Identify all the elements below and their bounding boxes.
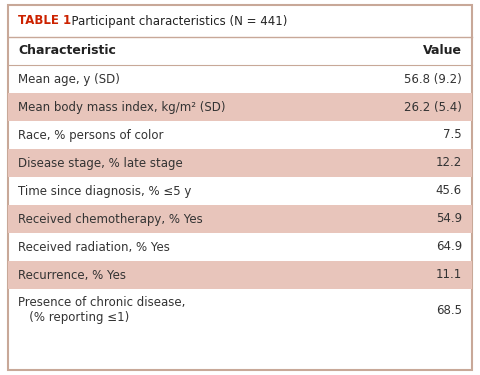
Bar (8, 205, 472, 233)
Text: Characteristic: Characteristic (18, 45, 116, 57)
Text: 45.6: 45.6 (436, 184, 462, 198)
Text: Recurrence, % Yes: Recurrence, % Yes (18, 268, 126, 282)
Text: 7.5: 7.5 (444, 129, 462, 141)
Bar (8, 149, 472, 177)
Text: 64.9: 64.9 (436, 240, 462, 254)
Text: Value: Value (423, 45, 462, 57)
Text: (% reporting ≤1): (% reporting ≤1) (18, 310, 129, 324)
Text: Participant characteristics (N = 441): Participant characteristics (N = 441) (64, 15, 288, 27)
Bar (8, 93, 472, 121)
Text: Mean age, y (SD): Mean age, y (SD) (18, 72, 120, 86)
Text: Presence of chronic disease,: Presence of chronic disease, (18, 296, 185, 309)
Text: 54.9: 54.9 (436, 213, 462, 225)
Bar (8, 261, 472, 289)
Text: Race, % persons of color: Race, % persons of color (18, 129, 164, 141)
Text: 56.8 (9.2): 56.8 (9.2) (404, 72, 462, 86)
Text: 26.2 (5.4): 26.2 (5.4) (404, 100, 462, 114)
Text: 11.1: 11.1 (436, 268, 462, 282)
Text: Received radiation, % Yes: Received radiation, % Yes (18, 240, 170, 254)
Text: Time since diagnosis, % ≤5 y: Time since diagnosis, % ≤5 y (18, 184, 192, 198)
Text: 68.5: 68.5 (436, 303, 462, 316)
Text: Received chemotherapy, % Yes: Received chemotherapy, % Yes (18, 213, 203, 225)
Text: TABLE 1: TABLE 1 (18, 15, 71, 27)
Text: Mean body mass index, kg/m² (SD): Mean body mass index, kg/m² (SD) (18, 100, 226, 114)
Text: 12.2: 12.2 (436, 156, 462, 170)
Text: Disease stage, % late stage: Disease stage, % late stage (18, 156, 183, 170)
